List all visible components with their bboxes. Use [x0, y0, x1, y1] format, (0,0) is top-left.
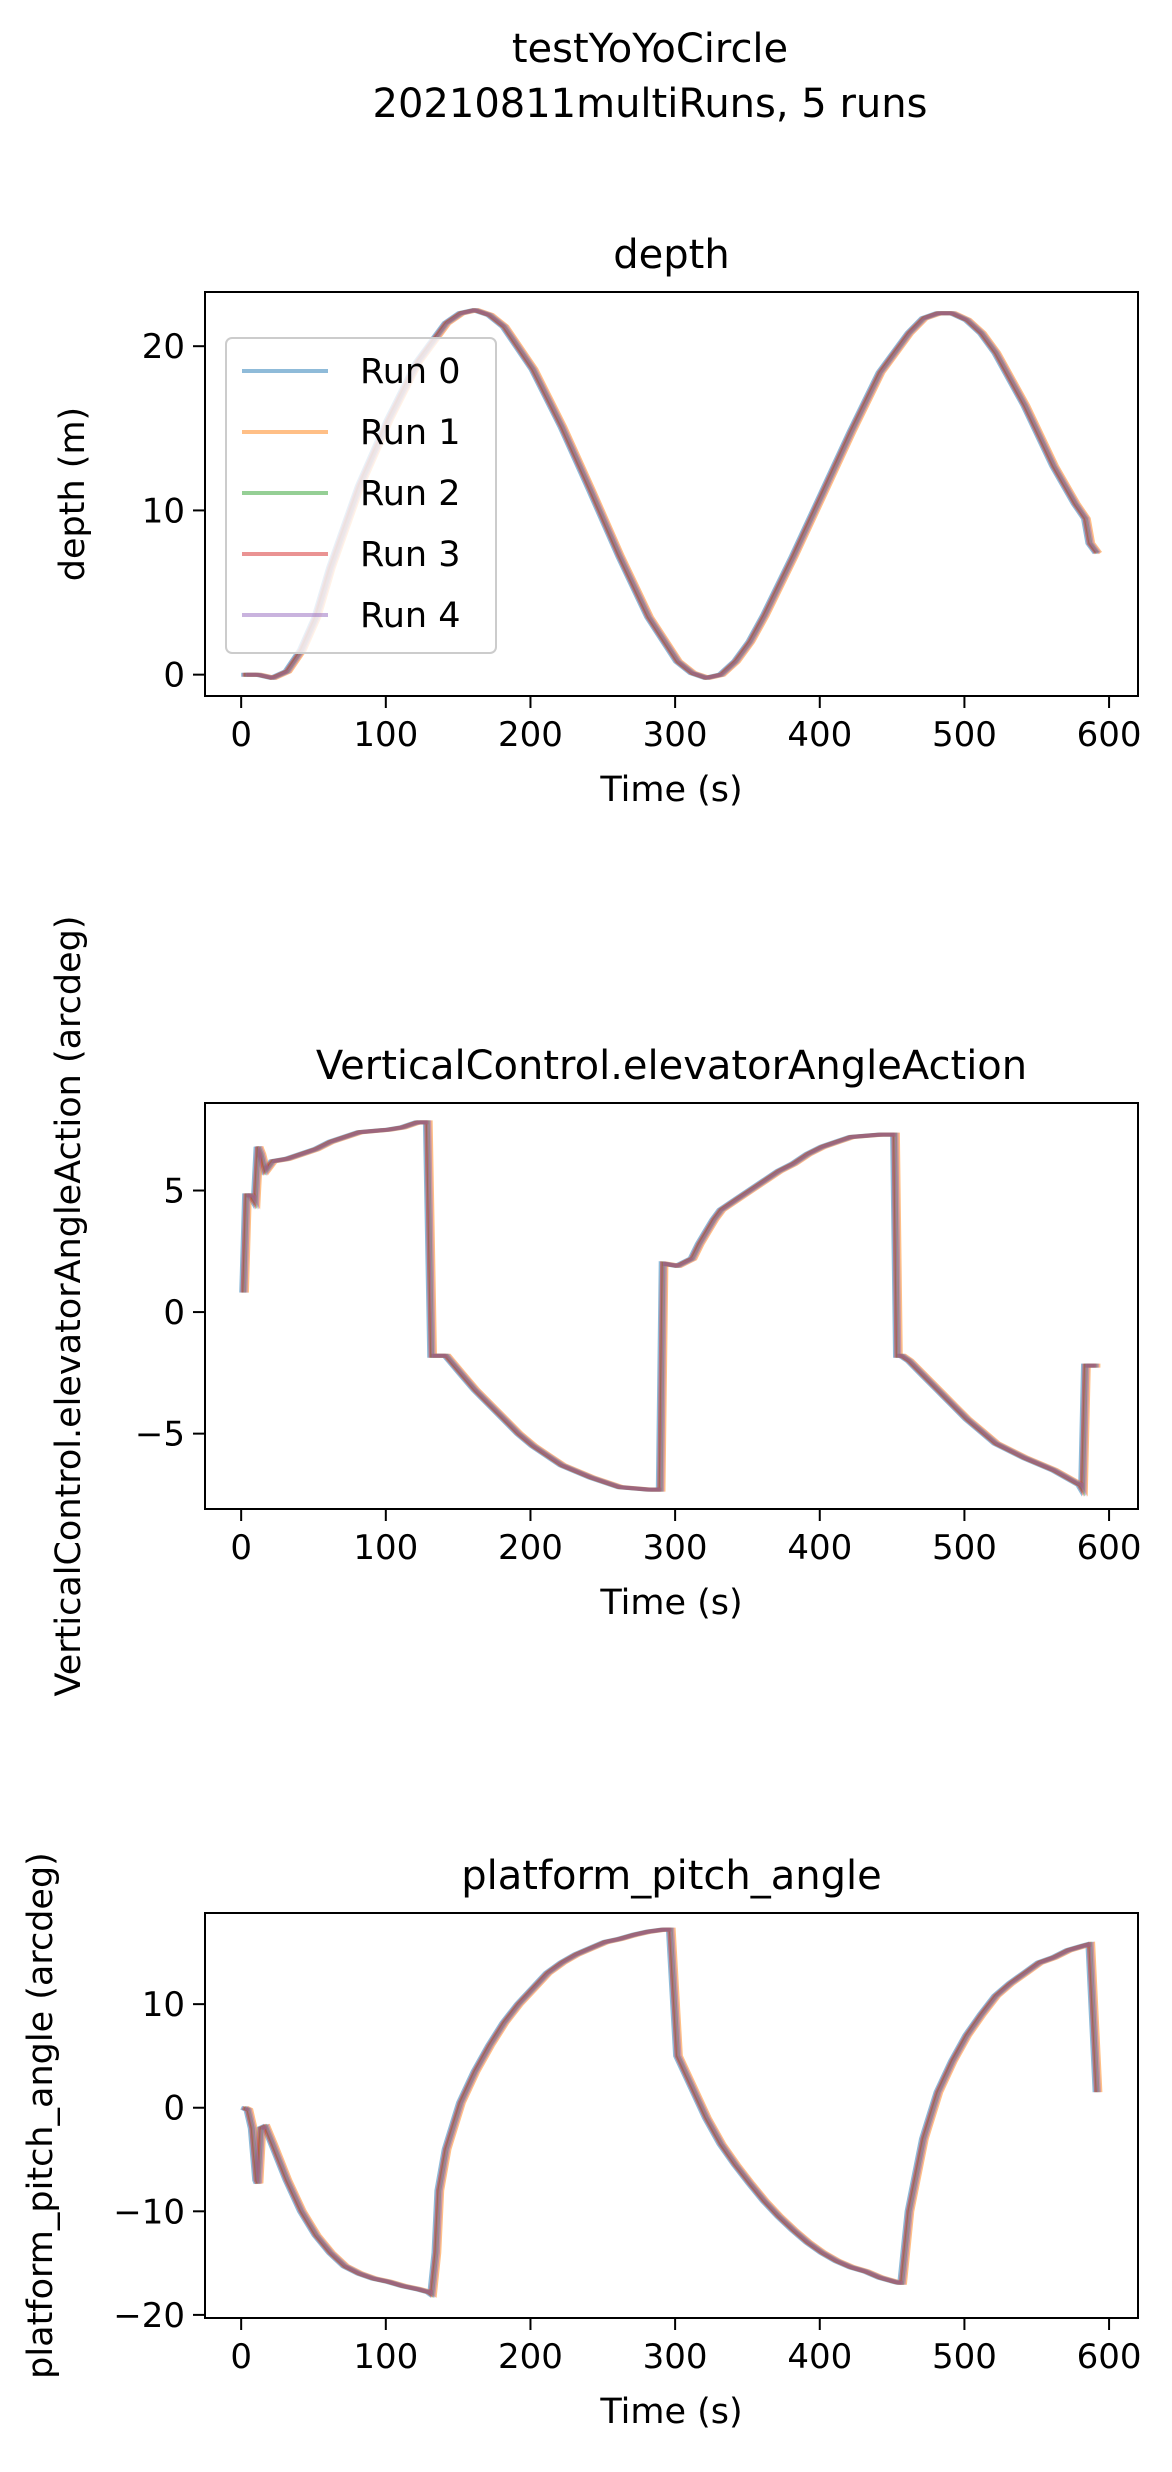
- x-axis-label: Time (s): [599, 770, 742, 810]
- legend: Run 0 Run 1 Run 2 Run 3 Run 4: [225, 337, 497, 654]
- panel-title: platform_pitch_angle: [461, 1853, 881, 1899]
- legend-label-run-2: Run 2: [360, 474, 461, 514]
- figure-title-line2: 20210811multiRuns, 5 runs: [373, 81, 928, 127]
- y-tick-label: 10: [142, 1985, 185, 2025]
- x-tick-label: 500: [932, 2337, 997, 2377]
- series-line-run-3: [240, 1120, 1097, 1497]
- y-axis-label: depth (m): [53, 407, 93, 581]
- panel-title: depth: [613, 232, 729, 278]
- x-tick-label: 300: [643, 1528, 708, 1568]
- y-tick-label: −10: [113, 2192, 185, 2232]
- x-tick-label: 400: [787, 2337, 852, 2377]
- x-tick-label: 0: [230, 715, 252, 755]
- legend-label-run-4: Run 4: [360, 596, 461, 636]
- y-tick-label: 0: [163, 656, 185, 696]
- series-line-run-4: [243, 1120, 1099, 1497]
- y-tick-label: −20: [113, 2296, 185, 2336]
- y-axis-label: platform_pitch_angle (arcdeg): [21, 1852, 61, 2379]
- panel-title: VerticalControl.elevatorAngleAction: [316, 1043, 1027, 1089]
- axes-frame: [204, 291, 1139, 697]
- x-tick-label: 200: [498, 2337, 563, 2377]
- x-tick-label: 100: [353, 2337, 418, 2377]
- x-tick-label: 600: [1077, 715, 1142, 755]
- y-tick-label: 0: [163, 1293, 185, 1333]
- axes-frame: [204, 1912, 1139, 2319]
- series-line-run-0: [240, 1927, 1097, 2298]
- series-line-run-0: [239, 1120, 1095, 1497]
- legend-label-run-3: Run 3: [360, 535, 461, 575]
- series-lines: [239, 1120, 1101, 1497]
- y-tick-label: −5: [135, 1415, 185, 1455]
- series-line-run-1: [244, 1120, 1101, 1497]
- series-lines: [240, 1927, 1103, 2298]
- x-tick-label: 500: [932, 1528, 997, 1568]
- elevator-angle-panel: VerticalControl.elevatorAngleAction 0 100 2…: [49, 915, 1142, 1696]
- y-tick-label: 0: [163, 2089, 185, 2129]
- series-line-run-4: [244, 1927, 1101, 2298]
- legend-label-run-1: Run 1: [360, 413, 461, 453]
- x-tick-label: 0: [230, 2337, 252, 2377]
- x-axis-label: Time (s): [599, 2392, 742, 2432]
- figure-title-line1: testYoYoCircle: [512, 26, 788, 72]
- y-axis-label: VerticalControl.elevatorAngleAction (arc…: [49, 915, 89, 1696]
- x-tick-label: 0: [230, 1528, 252, 1568]
- x-tick-label: 200: [498, 1528, 563, 1568]
- y-tick-label: 5: [163, 1172, 185, 1212]
- x-tick-label: 600: [1077, 1528, 1142, 1568]
- y-tick-label: 20: [142, 327, 185, 367]
- x-tick-label: 300: [643, 2337, 708, 2377]
- depth-panel: depth 0 100 200 300 400 500 600 0 10 20 Time (s) dep…: [53, 232, 1142, 810]
- legend-box: [225, 337, 497, 654]
- x-tick-label: 100: [353, 715, 418, 755]
- legend-label-run-0: Run 0: [360, 352, 461, 392]
- x-tick-label: 100: [353, 1528, 418, 1568]
- series-line-run-2: [242, 1120, 1098, 1497]
- x-tick-label: 500: [932, 715, 997, 755]
- y-tick-label: 10: [142, 491, 185, 531]
- x-axis-label: Time (s): [599, 1583, 742, 1623]
- axes-frame: [204, 1102, 1139, 1510]
- x-tick-label: 600: [1077, 2337, 1142, 2377]
- x-tick-label: 300: [643, 715, 708, 755]
- x-tick-label: 200: [498, 715, 563, 755]
- x-tick-label: 400: [787, 1528, 852, 1568]
- x-tick-label: 400: [787, 715, 852, 755]
